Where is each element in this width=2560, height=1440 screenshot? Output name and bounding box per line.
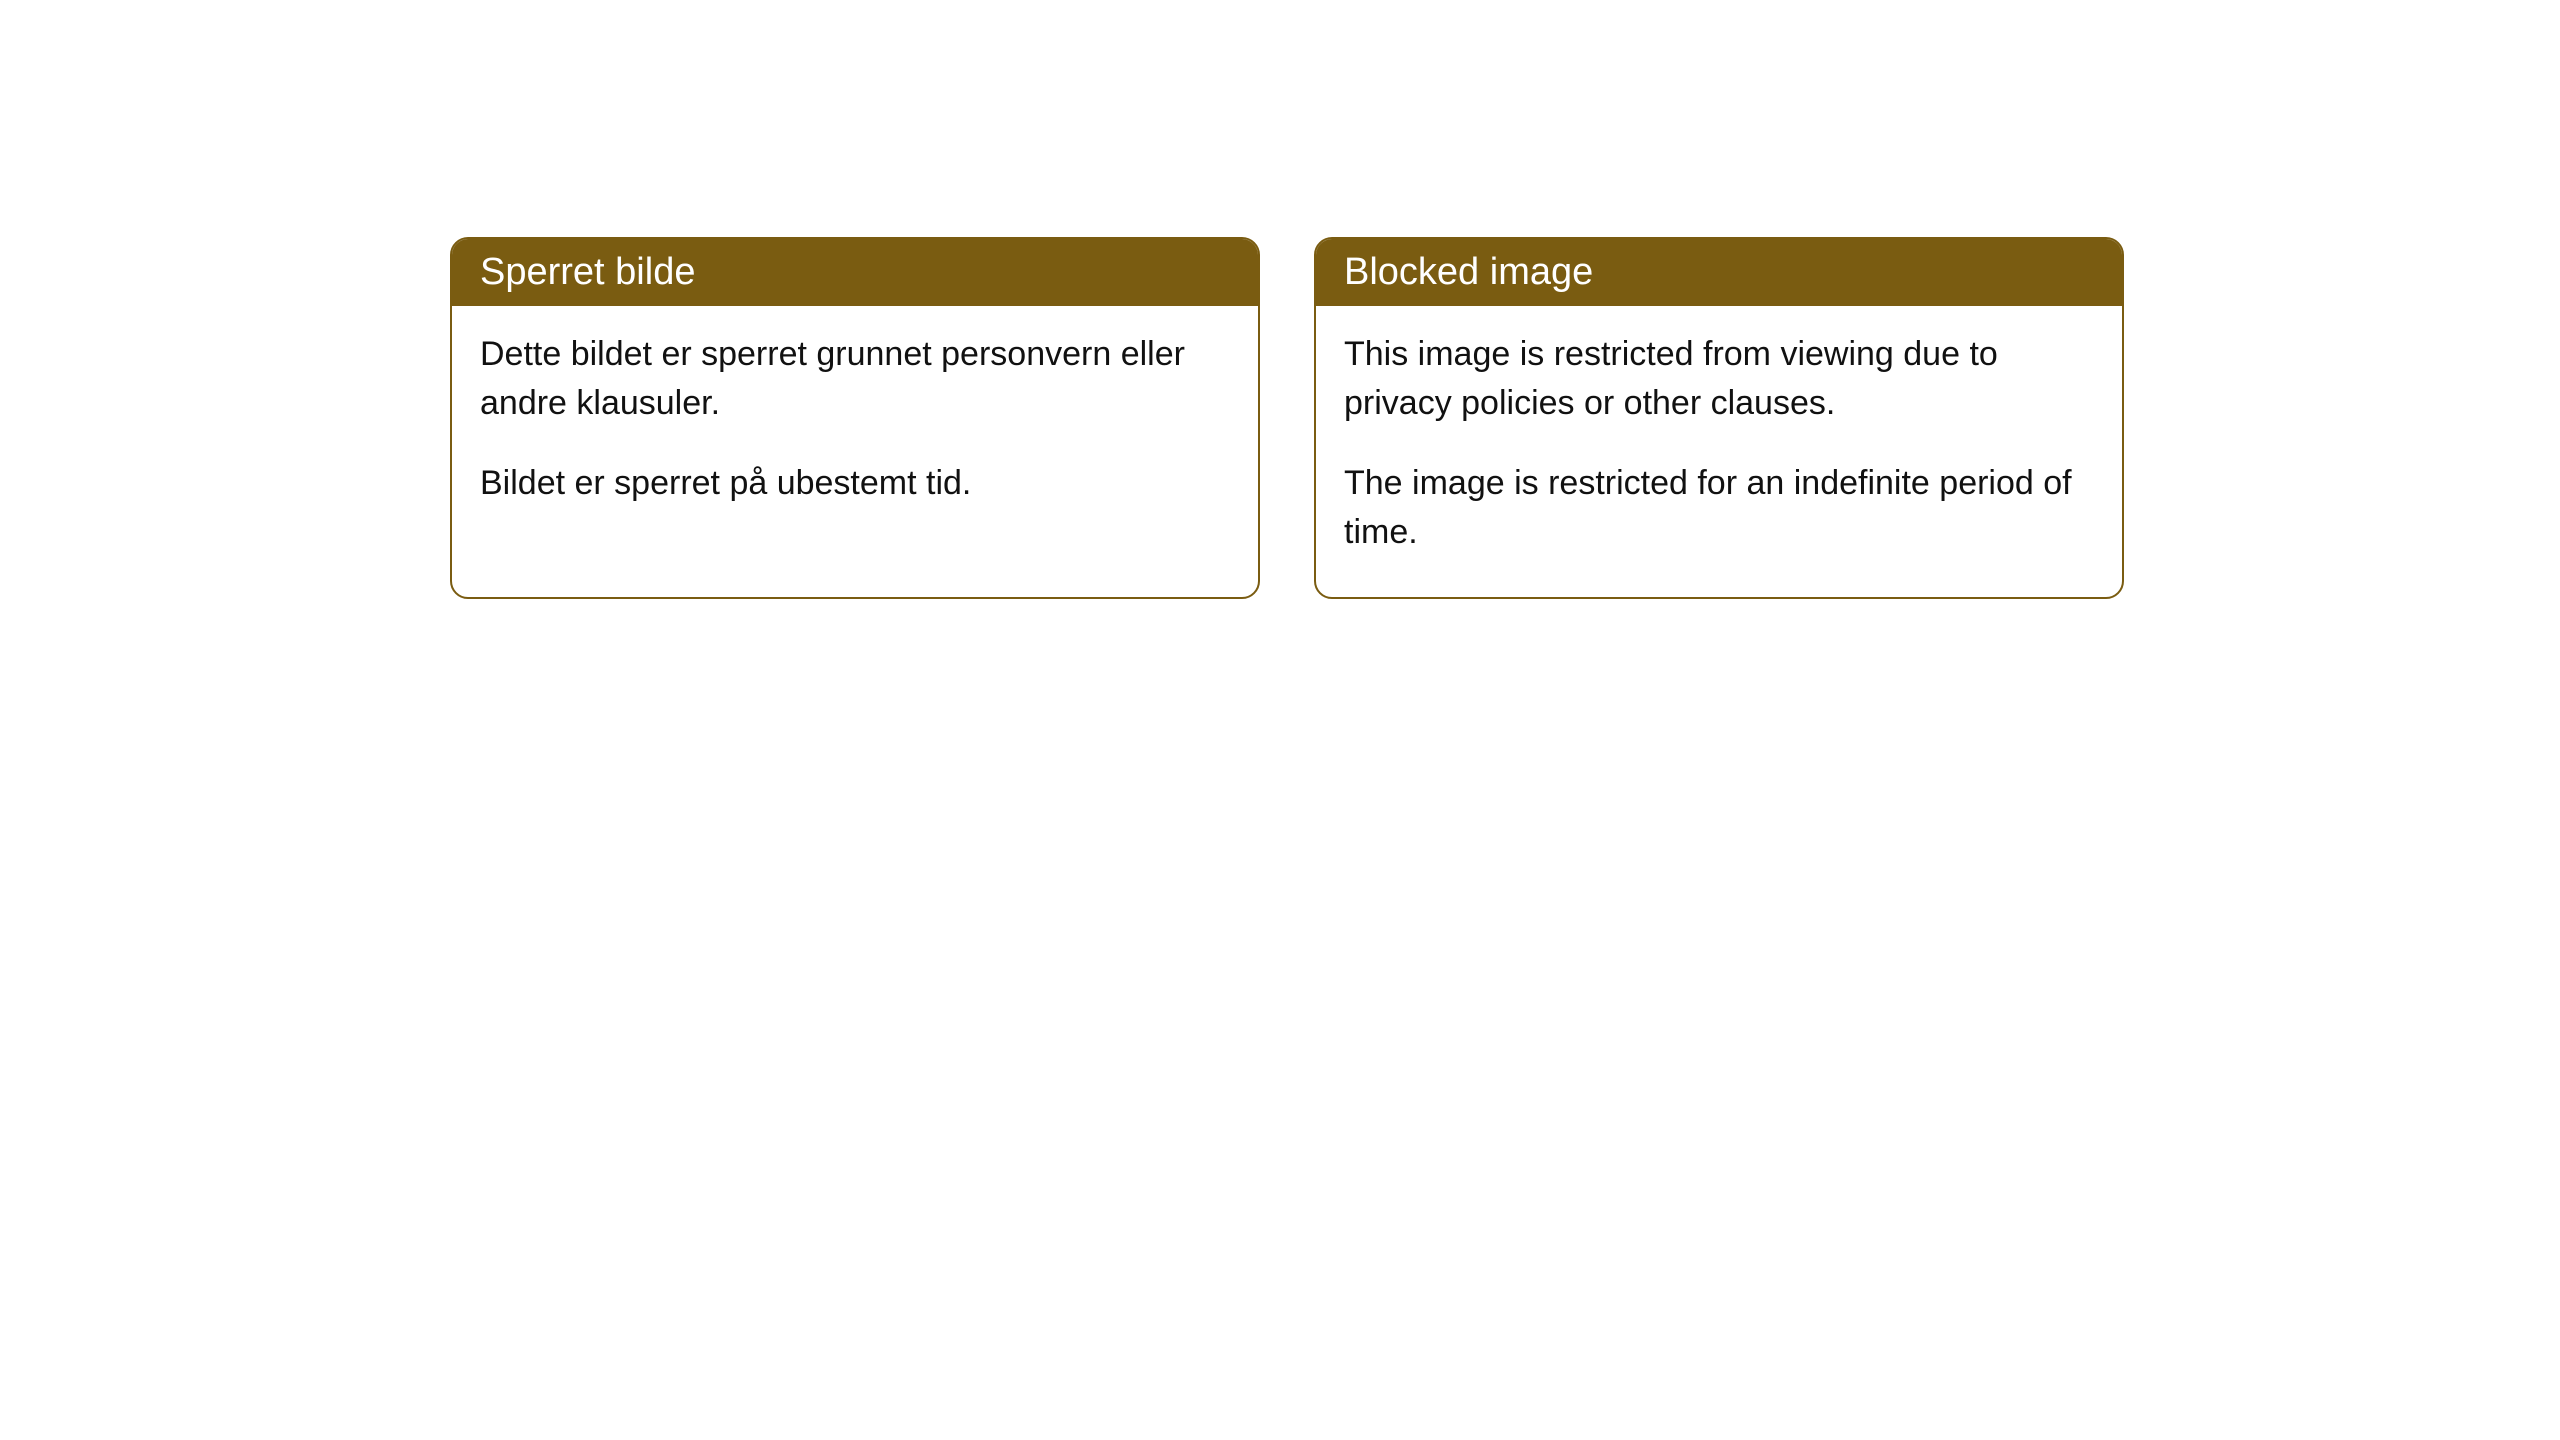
notice-text-line2: The image is restricted for an indefinit…: [1344, 459, 2094, 558]
card-header-english: Blocked image: [1316, 239, 2122, 306]
notice-text-line2: Bildet er sperret på ubestemt tid.: [480, 459, 1230, 508]
card-title: Sperret bilde: [480, 251, 695, 293]
card-header-norwegian: Sperret bilde: [452, 239, 1258, 306]
card-title: Blocked image: [1344, 251, 1593, 293]
blocked-image-card-english: Blocked image This image is restricted f…: [1314, 237, 2124, 599]
card-body-norwegian: Dette bildet er sperret grunnet personve…: [452, 306, 1258, 548]
card-body-english: This image is restricted from viewing du…: [1316, 306, 2122, 597]
notice-cards-container: Sperret bilde Dette bildet er sperret gr…: [450, 237, 2124, 599]
blocked-image-card-norwegian: Sperret bilde Dette bildet er sperret gr…: [450, 237, 1260, 599]
notice-text-line1: Dette bildet er sperret grunnet personve…: [480, 330, 1230, 429]
notice-text-line1: This image is restricted from viewing du…: [1344, 330, 2094, 429]
